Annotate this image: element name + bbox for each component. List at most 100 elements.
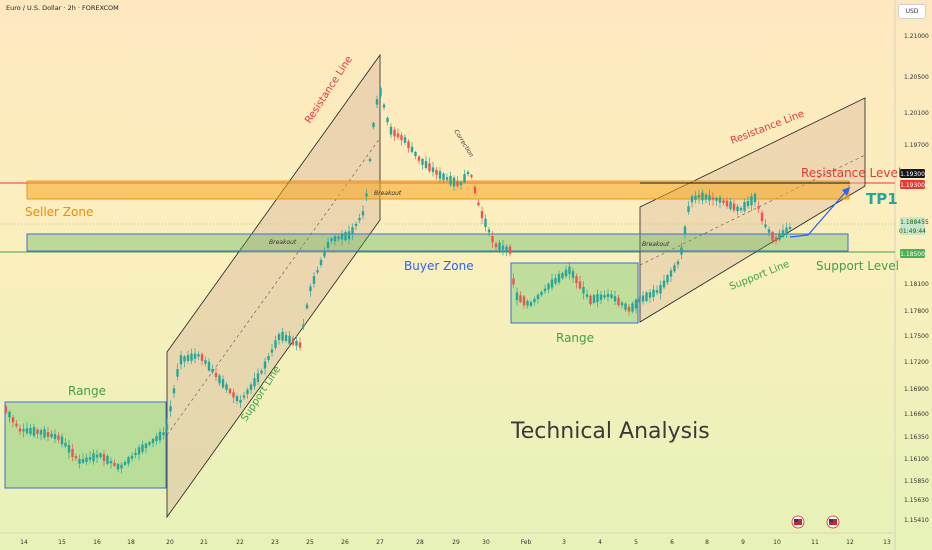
candle-body [669,270,673,277]
candle-body [267,356,270,360]
x-tick-label: 10 [773,539,781,546]
y-tick-label: 1.20100 [904,110,929,117]
candle-body [29,428,32,434]
candle-body [407,141,410,149]
candle-body [529,302,533,306]
candle-body [760,212,764,222]
candle-body [652,289,655,297]
candle-body [316,270,319,273]
candle-body [687,206,690,212]
candle-body [519,295,522,303]
candle-body [631,303,634,312]
candle-body [81,459,85,463]
candle-body [11,417,15,423]
x-tick-label: 26 [341,539,349,546]
candle-body [8,411,11,418]
candle-body [655,290,659,293]
candle-body [708,195,711,201]
price-label-text: 1.19300 [900,182,925,189]
price-label-box [900,249,925,258]
candle-body [568,266,571,275]
x-tick-label: 6 [670,539,674,546]
candle-body [165,424,169,430]
candle-body [253,378,256,387]
candle-body [543,288,547,292]
candle-body [718,197,722,203]
candle-body [526,301,529,306]
candle-body [53,434,57,439]
y-tick-label: 1.16100 [904,456,929,463]
breakout-label-1: Breakout [374,190,402,197]
candle-body [330,238,333,241]
seller-zone-rect [26,180,850,200]
candle-body [585,294,589,297]
candle-body [452,177,456,187]
correction-label: Correction [452,128,475,158]
candle-body [256,373,260,383]
candle-body [564,269,568,277]
candle-body [127,457,130,464]
candle-body [123,462,127,465]
candle-body [312,276,316,284]
candle-body [645,292,648,301]
candle-body [333,236,337,242]
y-tick-label: 1.17200 [904,359,929,366]
candle-body [421,158,424,165]
candle-body [697,195,701,198]
us-flag-icon[interactable] [791,515,805,529]
forecast-path [789,186,851,238]
candle-body [172,388,176,394]
candle-body [323,250,326,257]
range-box-2 [510,262,639,324]
candle-body [193,353,197,359]
candle-body [715,197,718,201]
candle-body [554,278,557,284]
candle-body [113,462,116,466]
candle-body [95,454,99,458]
candle-body [235,396,239,402]
resistance-level-label: Resistance Level [801,166,901,180]
candle-body [771,231,774,241]
currency-button[interactable]: USD [898,4,926,19]
x-tick-label: 23 [271,539,279,546]
candle-body [291,338,295,345]
candle-body [393,129,396,137]
candle-body [25,428,29,434]
price-labels: 1.19300 1.19300 1.18845 01:49:44 1.18500 [899,169,926,258]
candle-body [739,208,743,211]
candle-body [46,431,50,437]
x-tick-label: 30 [482,539,490,546]
candle-body [785,227,788,234]
support-line-label-2: Support Line [728,259,791,293]
candle-body [340,234,344,240]
candle-body [274,340,277,348]
candle-body [137,447,141,455]
candle-body [547,283,550,290]
candle-body [788,226,792,230]
candle-body [746,200,750,207]
candle-body [473,186,477,194]
candle-body [141,444,144,452]
candle-body [130,455,134,459]
x-tick-label: 16 [93,539,101,546]
candle-body [673,265,676,272]
candle-body [116,463,120,470]
candle-body [372,122,375,128]
candle-body [190,353,193,361]
candle-body [522,296,526,306]
candle-body [610,294,613,298]
candle-body [515,292,519,301]
candle-body [305,304,309,309]
candle-body [690,196,694,203]
x-tick-label: 20 [166,539,174,546]
candle-body [389,126,393,135]
us-flag-icon[interactable] [826,515,840,529]
price-label-text: 1.18845 [900,219,925,226]
candle-body [596,294,599,303]
candle-body [365,193,368,197]
candles-group [4,86,792,474]
candle-body [211,368,214,373]
x-tick-label: 25 [306,539,314,546]
x-tick-label: 11 [811,539,819,546]
